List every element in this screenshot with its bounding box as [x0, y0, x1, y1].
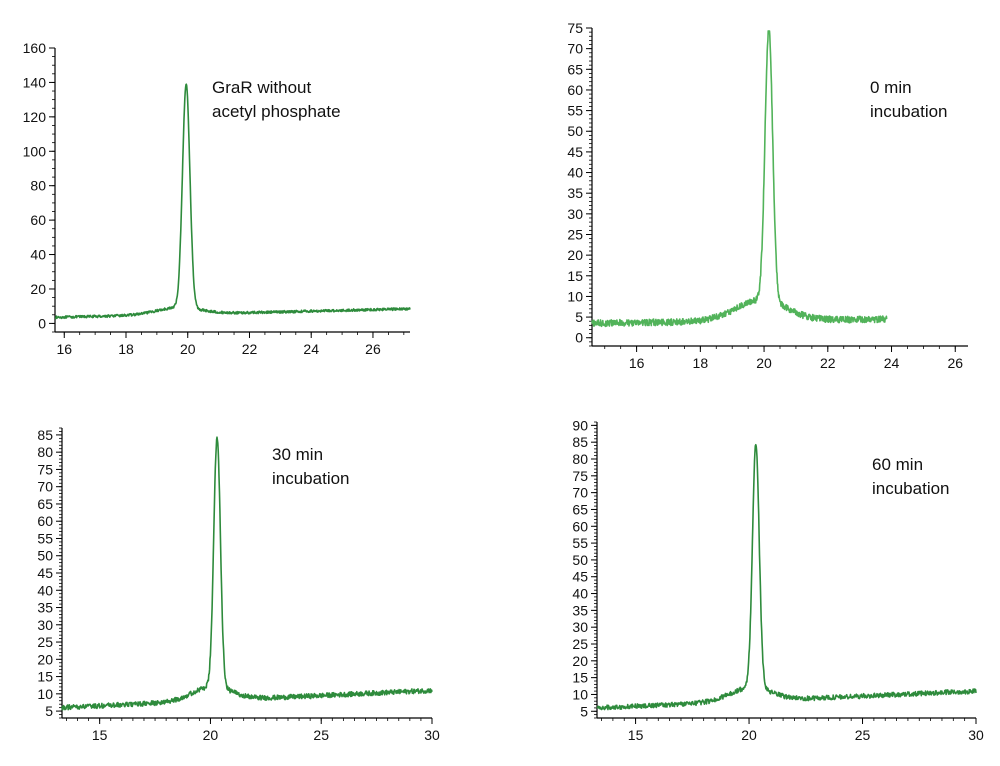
y-tick-label: 50 — [567, 123, 583, 139]
y-tick-label: 75 — [567, 20, 583, 36]
x-tick-label: 25 — [855, 727, 871, 743]
y-tick-label: 20 — [37, 651, 53, 667]
panel-0-min-incubation: 0 5 10 15 20 25 30 35 40 45 50 55 60 65 70 75 16 18 20 22 24… — [567, 20, 968, 371]
y-tick-label: 55 — [572, 535, 588, 551]
y-tick-label: 75 — [572, 468, 588, 484]
y-tick-label: 40 — [567, 165, 583, 181]
y-tick-label: 50 — [37, 548, 53, 564]
y-tick-label: 55 — [37, 530, 53, 546]
x-tick-label: 16 — [629, 355, 645, 371]
y-tick-label: 55 — [567, 103, 583, 119]
x-tick-label: 26 — [365, 341, 381, 357]
y-tick-label: 30 — [37, 617, 53, 633]
x-tick-label: 24 — [884, 355, 900, 371]
panel-graR-without-acetyl-phosphate: 0 20 40 60 80 100 120 140 160 16 18 20 22 24 26 GraR wi… — [23, 40, 411, 357]
y-tick-label: 35 — [572, 602, 588, 618]
y-tick-label: 10 — [572, 686, 588, 702]
y-tick-label: 65 — [37, 496, 53, 512]
y-tick-label: 85 — [37, 427, 53, 443]
panel-annotation: GraR without — [212, 78, 311, 97]
y-tick-label: 40 — [37, 582, 53, 598]
chromatogram-trace — [591, 30, 888, 328]
y-tick-label: 50 — [572, 552, 588, 568]
chromatogram-trace — [596, 443, 977, 711]
x-tick-label: 15 — [628, 727, 644, 743]
y-tick-label: 140 — [23, 74, 47, 90]
panel-annotation: incubation — [870, 102, 948, 121]
x-tick-label: 30 — [968, 727, 984, 743]
x-tick-label: 25 — [313, 727, 329, 743]
y-tick-label: 10 — [37, 686, 53, 702]
chromatogram-trace — [61, 436, 433, 711]
y-tick-label: 120 — [23, 109, 47, 125]
y-tick-label: 15 — [37, 669, 53, 685]
y-tick-label: 25 — [572, 636, 588, 652]
x-tick-label: 24 — [303, 341, 319, 357]
x-tick-label: 20 — [180, 341, 196, 357]
y-tick-label: 5 — [575, 309, 583, 325]
y-tick-label: 40 — [30, 247, 46, 263]
y-tick-label: 15 — [572, 670, 588, 686]
y-tick-label: 35 — [37, 600, 53, 616]
y-tick-label: 35 — [567, 185, 583, 201]
y-tick-label: 85 — [572, 434, 588, 450]
chromatogram-trace — [54, 83, 411, 320]
y-tick-label: 65 — [572, 501, 588, 517]
x-tick-label: 15 — [92, 727, 108, 743]
y-tick-label: 20 — [567, 247, 583, 263]
x-tick-label: 18 — [118, 341, 134, 357]
y-tick-label: 25 — [567, 226, 583, 242]
y-tick-label: 30 — [567, 206, 583, 222]
y-tick-label: 45 — [567, 144, 583, 160]
x-tick-label: 22 — [242, 341, 258, 357]
y-tick-label: 60 — [572, 518, 588, 534]
y-tick-label: 20 — [30, 281, 46, 297]
y-tick-label: 60 — [30, 212, 46, 228]
y-tick-label: 60 — [37, 513, 53, 529]
y-tick-label: 80 — [572, 451, 588, 467]
y-tick-label: 70 — [567, 41, 583, 57]
y-tick-label: 10 — [567, 288, 583, 304]
y-tick-label: 60 — [567, 82, 583, 98]
y-tick-label: 90 — [572, 417, 588, 433]
y-tick-label: 70 — [572, 485, 588, 501]
y-tick-label: 25 — [37, 634, 53, 650]
panel-annotation: 30 min — [272, 445, 323, 464]
y-tick-label: 20 — [572, 653, 588, 669]
y-tick-label: 30 — [572, 619, 588, 635]
panel-annotation: 60 min — [872, 455, 923, 474]
y-tick-label: 75 — [37, 461, 53, 477]
x-tick-label: 20 — [756, 355, 772, 371]
x-tick-label: 18 — [693, 355, 709, 371]
panel-annotation: incubation — [272, 469, 350, 488]
y-tick-label: 5 — [580, 703, 588, 719]
x-tick-label: 26 — [947, 355, 963, 371]
y-tick-label: 15 — [567, 268, 583, 284]
y-tick-label: 65 — [567, 61, 583, 77]
y-tick-label: 40 — [572, 586, 588, 602]
panel-annotation: acetyl phosphate — [212, 102, 341, 121]
panel-annotation: incubation — [872, 479, 950, 498]
panel-annotation: 0 min — [870, 78, 912, 97]
y-tick-label: 70 — [37, 479, 53, 495]
y-tick-label: 45 — [572, 569, 588, 585]
x-tick-label: 22 — [820, 355, 836, 371]
x-tick-label: 20 — [741, 727, 757, 743]
y-tick-label: 0 — [575, 330, 583, 346]
y-tick-label: 80 — [37, 444, 53, 460]
y-tick-label: 45 — [37, 565, 53, 581]
y-tick-label: 5 — [45, 703, 53, 719]
x-tick-label: 20 — [203, 727, 219, 743]
y-tick-label: 100 — [23, 143, 47, 159]
y-tick-label: 160 — [23, 40, 47, 56]
x-tick-label: 16 — [56, 341, 72, 357]
y-tick-label: 0 — [38, 315, 46, 331]
y-tick-label: 80 — [30, 178, 46, 194]
x-tick-label: 30 — [424, 727, 440, 743]
